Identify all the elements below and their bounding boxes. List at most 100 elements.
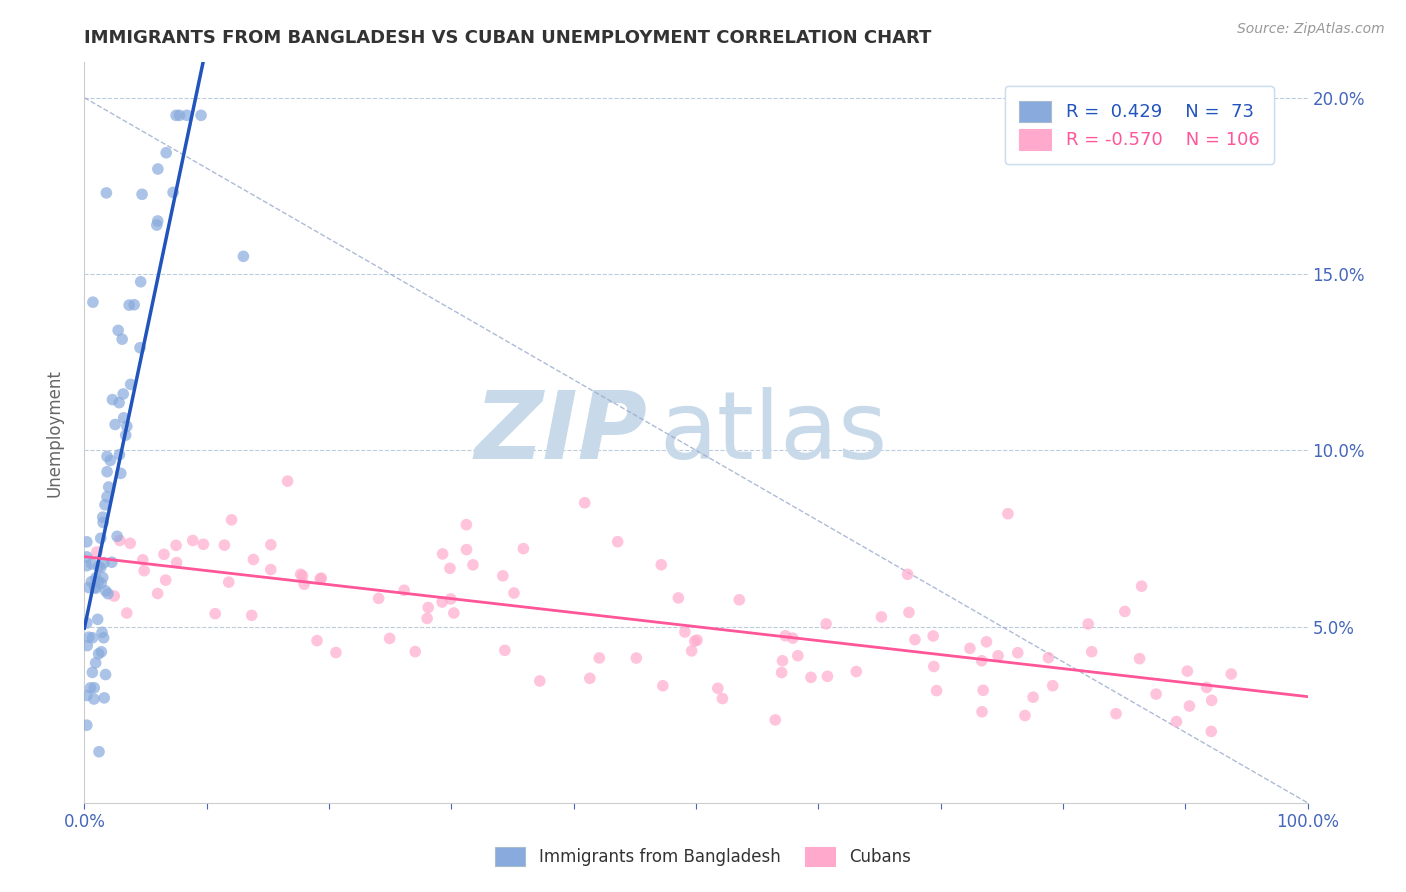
- Point: [1199, 724, 1222, 739]
- Point: [494, 643, 516, 657]
- Point: [77, 581, 100, 595]
- Point: [76, 615, 98, 630]
- Point: [456, 517, 478, 532]
- Point: [129, 341, 152, 355]
- Point: [165, 108, 187, 122]
- Point: [91, 516, 114, 530]
- Text: IMMIGRANTS FROM BANGLADESH VS CUBAN UNEMPLOYMENT CORRELATION CHART: IMMIGRANTS FROM BANGLADESH VS CUBAN UNEM…: [84, 29, 932, 47]
- Point: [112, 410, 135, 425]
- Point: [83, 681, 105, 695]
- Point: [378, 632, 401, 646]
- Point: [90, 531, 112, 545]
- Point: [146, 586, 169, 600]
- Point: [440, 592, 463, 607]
- Point: [626, 651, 648, 665]
- Point: [90, 645, 112, 659]
- Point: [146, 161, 169, 176]
- Point: [94, 498, 117, 512]
- Point: [1007, 646, 1029, 660]
- Point: [1129, 651, 1152, 665]
- Point: [91, 570, 114, 584]
- Point: [115, 419, 138, 434]
- Point: [118, 298, 141, 312]
- Point: [1077, 617, 1099, 632]
- Legend: Immigrants from Bangladesh, Cubans: Immigrants from Bangladesh, Cubans: [486, 838, 920, 875]
- Point: [763, 713, 786, 727]
- Point: [111, 332, 134, 346]
- Point: [76, 558, 98, 573]
- Point: [77, 630, 100, 644]
- Point: [80, 557, 103, 571]
- Point: [87, 559, 110, 574]
- Point: [897, 606, 920, 620]
- Point: [922, 629, 945, 643]
- Point: [232, 249, 254, 263]
- Point: [367, 591, 389, 606]
- Point: [870, 610, 893, 624]
- Point: [181, 533, 204, 548]
- Point: [492, 569, 515, 583]
- Point: [87, 647, 110, 661]
- Point: [1105, 706, 1128, 721]
- Point: [606, 534, 628, 549]
- Point: [214, 538, 236, 552]
- Point: [76, 639, 98, 653]
- Point: [91, 510, 114, 524]
- Point: [101, 555, 124, 569]
- Point: [529, 673, 551, 688]
- Point: [98, 453, 121, 467]
- Point: [76, 718, 98, 732]
- Point: [817, 669, 839, 683]
- Point: [96, 490, 118, 504]
- Point: [987, 648, 1010, 663]
- Point: [218, 575, 240, 590]
- Point: [461, 558, 484, 572]
- Point: [782, 631, 804, 645]
- Point: [651, 679, 673, 693]
- Point: [146, 218, 169, 232]
- Point: [456, 542, 478, 557]
- Point: [82, 295, 104, 310]
- Point: [82, 631, 104, 645]
- Point: [711, 691, 734, 706]
- Point: [114, 428, 136, 442]
- Point: [311, 571, 333, 585]
- Point: [970, 654, 993, 668]
- Point: [122, 298, 145, 312]
- Point: [786, 648, 808, 663]
- Point: [1130, 579, 1153, 593]
- Point: [707, 681, 730, 696]
- Point: [578, 671, 600, 685]
- Point: [112, 387, 135, 401]
- Point: [800, 670, 823, 684]
- Point: [432, 547, 454, 561]
- Point: [1014, 708, 1036, 723]
- Legend: R =  0.429    N =  73, R = -0.570    N = 106: R = 0.429 N = 73, R = -0.570 N = 106: [1004, 87, 1274, 164]
- Point: [673, 625, 696, 640]
- Point: [976, 635, 998, 649]
- Point: [430, 595, 453, 609]
- Point: [108, 448, 131, 462]
- Point: [1166, 714, 1188, 729]
- Point: [83, 580, 105, 594]
- Point: [104, 417, 127, 432]
- Point: [93, 556, 115, 570]
- Point: [416, 611, 439, 625]
- Point: [439, 561, 461, 575]
- Point: [165, 538, 187, 552]
- Point: [1178, 699, 1201, 714]
- Point: [574, 496, 596, 510]
- Point: [115, 606, 138, 620]
- Text: ZIP: ZIP: [474, 386, 647, 479]
- Point: [775, 629, 797, 643]
- Point: [120, 536, 142, 550]
- Point: [84, 581, 107, 595]
- Point: [404, 645, 426, 659]
- Point: [90, 560, 112, 574]
- Point: [650, 558, 672, 572]
- Point: [260, 538, 283, 552]
- Point: [155, 145, 177, 160]
- Point: [76, 689, 98, 703]
- Point: [84, 571, 107, 585]
- Point: [392, 583, 415, 598]
